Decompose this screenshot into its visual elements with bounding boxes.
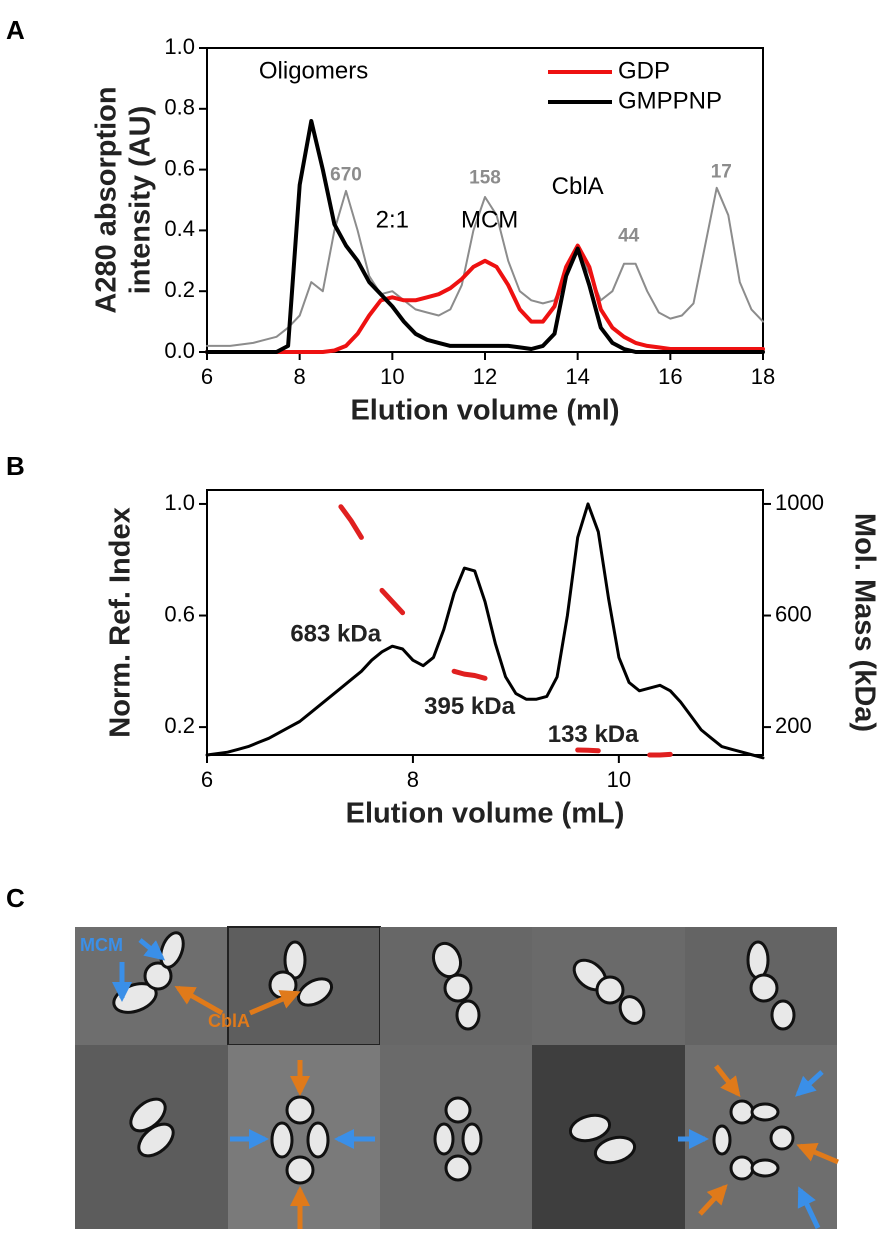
x-tick-label: 10 [380,364,404,389]
y2-tick-label: 600 [775,601,812,626]
annotation: 158 [469,168,501,189]
series-line [205,243,765,354]
y-tick-label: 0.6 [164,155,195,180]
y-axis-label: A280 absorption [91,86,123,313]
y-tick-label: 1.0 [164,490,195,515]
y2-axis-label: Mol. Mass (kDa) [848,513,880,732]
y-tick-label: 0.8 [164,95,195,120]
annotation: 670 [330,165,362,186]
series-line [206,186,764,347]
series-line [338,504,673,758]
legend-label: GDP [618,57,670,84]
annotation: 17 [711,162,732,183]
y-axis-label: intensity (AU) [125,106,157,295]
series-line [205,502,765,760]
x-tick-label: 16 [658,364,682,389]
panel-label: B [6,451,25,481]
annotation: 133 kDa [548,721,639,748]
y-tick-label: 0.6 [164,601,195,626]
mcm-label: MCM [80,935,123,955]
plot-frame [206,489,764,756]
annotation: 395 kDa [424,693,515,720]
annotation: MCM [461,207,518,234]
x-axis-label: Elution volume (mL) [346,798,625,830]
x-tick-label: 12 [473,364,497,389]
panel-label: C [6,883,25,913]
y-tick-label: 0.2 [164,277,195,302]
y-tick-label: 0.0 [164,338,195,363]
cbla-label: CblA [208,1011,250,1031]
annotation: Oligomers [259,58,368,85]
annotation: 2:1 [376,207,409,234]
y2-tick-label: 1000 [775,490,824,515]
y-tick-label: 1.0 [164,34,195,59]
y2-tick-label: 200 [775,713,812,738]
annotation: 683 kDa [290,620,381,647]
x-tick-label: 10 [607,767,631,792]
legend-label: GMPPNP [618,87,722,114]
x-tick-label: 14 [565,364,589,389]
x-tick-label: 6 [201,767,213,792]
x-tick-label: 18 [751,364,775,389]
x-tick-label: 6 [201,364,213,389]
x-tick-label: 8 [294,364,306,389]
x-axis-label: Elution volume (ml) [350,395,619,427]
annotation: 44 [618,225,640,246]
x-tick-label: 8 [407,767,419,792]
micrographs: MCM CblA [75,926,839,1230]
y-axis-label: Norm. Ref. Index [105,507,137,737]
series-line [205,119,765,354]
y-tick-label: 0.4 [164,216,195,241]
y-tick-label: 0.2 [164,713,195,738]
panel-label: A [6,15,25,45]
annotation: CblA [552,173,604,200]
